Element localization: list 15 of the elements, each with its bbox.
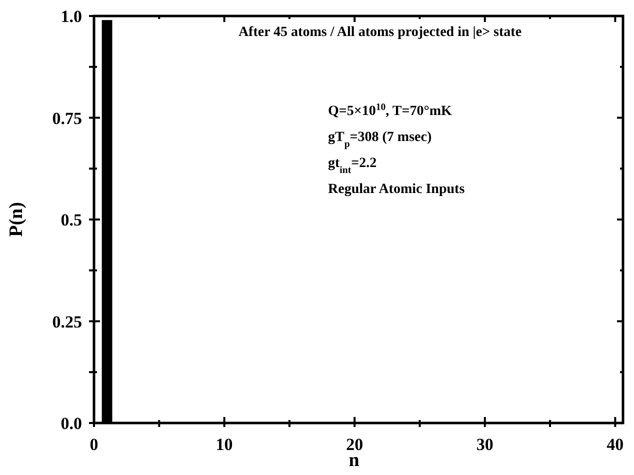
- annotation: Regular Atomic Inputs: [328, 182, 466, 197]
- x-tick-label: 30: [476, 435, 494, 454]
- y-axis-title: P(n): [6, 202, 27, 237]
- x-tick-label: 0: [90, 435, 98, 454]
- y-tick-label: 0.25: [52, 312, 82, 332]
- y-tick-label: 1.0: [60, 7, 82, 26]
- x-tick-label: 10: [216, 435, 233, 454]
- annotation: gt$_{int}$=2.2: [328, 156, 377, 176]
- annotation: Q=5×10$^{10}$, T=70°mK: [328, 102, 452, 119]
- annotation: After 45 atoms / All atoms projected in |e> state: [238, 25, 522, 40]
- annotation: gT$_{p}$=308 (7 msec): [328, 130, 432, 150]
- y-tick-label: 0.0: [60, 414, 82, 433]
- y-tick-label: 0.5: [60, 210, 82, 230]
- x-tick-label: 40: [606, 435, 624, 454]
- y-tick-label: 0.75: [52, 108, 82, 128]
